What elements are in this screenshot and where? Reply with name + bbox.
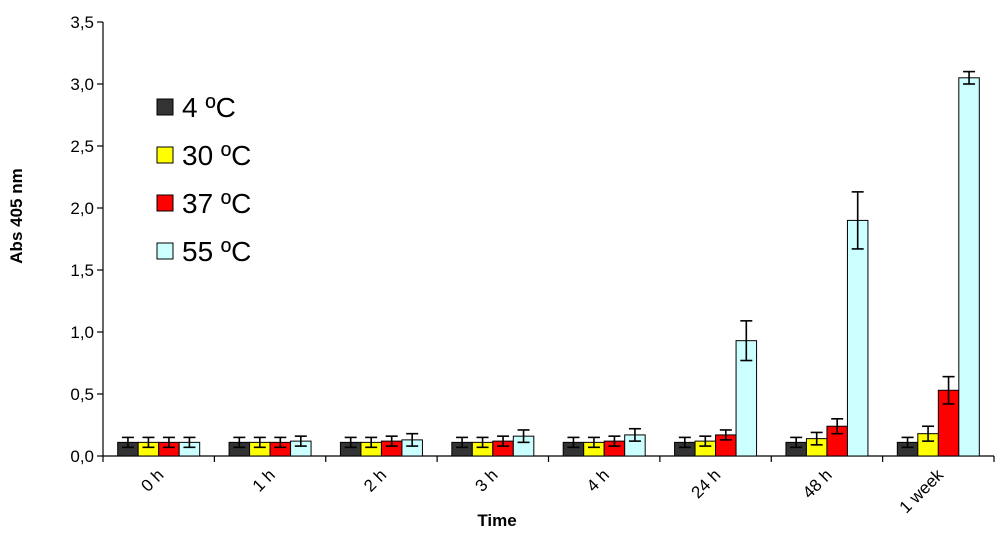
error-bar bbox=[183, 436, 196, 449]
error-bar bbox=[456, 436, 469, 449]
error-bar bbox=[385, 435, 398, 447]
error-bar bbox=[476, 436, 489, 449]
legend-item: 4 ºC bbox=[156, 92, 236, 123]
bar bbox=[846, 219, 869, 457]
error-bar bbox=[233, 436, 246, 449]
legend-label: 37 ºC bbox=[182, 188, 251, 219]
error-bar bbox=[406, 432, 419, 447]
legend-label: 55 ºC bbox=[182, 236, 251, 267]
x-tick-label: 24 h bbox=[688, 465, 725, 502]
x-tick-label: 3 h bbox=[471, 465, 501, 495]
error-bar bbox=[963, 70, 976, 85]
x-axis-title: Time bbox=[477, 511, 516, 530]
y-axis-title: Abs 405 nm bbox=[7, 168, 26, 263]
legend-swatch bbox=[156, 242, 174, 260]
x-tick-label: 1 week bbox=[896, 465, 948, 517]
error-bar bbox=[365, 436, 378, 449]
error-bar bbox=[587, 436, 600, 449]
y-tick-label: 1,5 bbox=[70, 261, 94, 280]
error-bar bbox=[608, 435, 621, 447]
error-bar bbox=[790, 436, 803, 449]
legend-swatch bbox=[156, 146, 174, 164]
y-tick-label: 3,0 bbox=[70, 75, 94, 94]
error-bar bbox=[294, 435, 307, 447]
error-bars bbox=[121, 70, 976, 449]
error-bar bbox=[678, 436, 691, 449]
legend-label: 30 ºC bbox=[182, 140, 251, 171]
x-tick-label: 1 h bbox=[249, 465, 279, 495]
legend-label: 4 ºC bbox=[182, 92, 236, 123]
error-bar bbox=[831, 417, 844, 435]
y-tick-label: 2,5 bbox=[70, 137, 94, 156]
y-tick-label: 3,5 bbox=[70, 13, 94, 32]
error-bar bbox=[942, 375, 955, 405]
x-tick-label: 48 h bbox=[799, 465, 836, 502]
error-bar bbox=[922, 425, 935, 442]
bar bbox=[958, 77, 980, 457]
y-ticks: 0,0 0,5 1,0 1,5 2,0 2,5 3,0 3,5 bbox=[70, 13, 103, 466]
x-tick-label: 0 h bbox=[137, 465, 167, 495]
error-bar bbox=[274, 436, 287, 449]
error-bar bbox=[628, 427, 641, 442]
legend-item: 55 ºC bbox=[156, 236, 251, 267]
legend-item: 37 ºC bbox=[156, 188, 251, 219]
error-bar bbox=[901, 436, 914, 449]
error-bar bbox=[517, 429, 530, 444]
error-bar bbox=[142, 436, 155, 449]
x-tick-label: 4 h bbox=[583, 465, 613, 495]
error-bar bbox=[567, 436, 580, 449]
error-bar bbox=[810, 431, 823, 446]
error-bar bbox=[253, 436, 266, 449]
error-bar bbox=[344, 436, 357, 449]
legend-swatch bbox=[156, 194, 174, 212]
error-bar bbox=[699, 435, 712, 447]
legend-item: 30 ºC bbox=[156, 140, 251, 171]
y-tick-label: 1,0 bbox=[70, 323, 94, 342]
error-bar bbox=[719, 429, 732, 441]
legend: 4 ºC 30 ºC 37 ºC 55 ºC bbox=[156, 92, 251, 267]
legend-swatch bbox=[156, 98, 174, 116]
x-tick-label: 2 h bbox=[360, 465, 390, 495]
x-ticks: 0 h 1 h 2 h 3 h 4 h 24 h 48 h 1 week bbox=[102, 456, 995, 517]
y-tick-label: 2,0 bbox=[70, 199, 94, 218]
error-bar bbox=[740, 320, 753, 362]
error-bar bbox=[851, 191, 864, 250]
bars bbox=[117, 77, 980, 457]
error-bar bbox=[162, 436, 175, 449]
y-tick-label: 0,0 bbox=[70, 447, 94, 466]
error-bar bbox=[497, 435, 510, 447]
error-bar bbox=[121, 436, 134, 449]
y-tick-label: 0,5 bbox=[70, 385, 94, 404]
